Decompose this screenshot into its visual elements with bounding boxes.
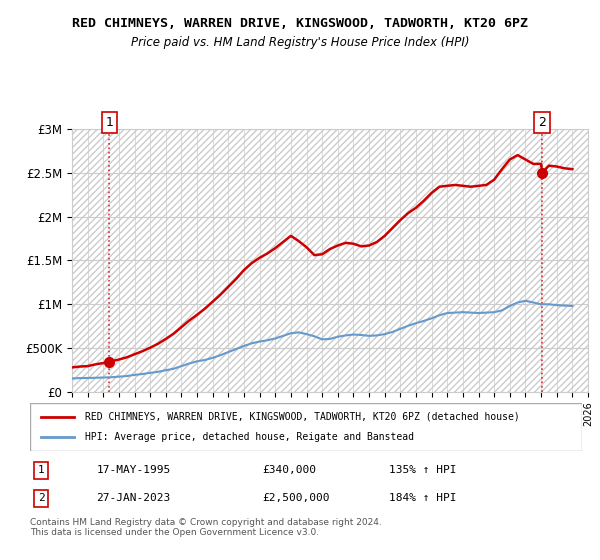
Text: RED CHIMNEYS, WARREN DRIVE, KINGSWOOD, TADWORTH, KT20 6PZ: RED CHIMNEYS, WARREN DRIVE, KINGSWOOD, T…	[72, 17, 528, 30]
Text: 2: 2	[38, 493, 44, 503]
Text: Price paid vs. HM Land Registry's House Price Index (HPI): Price paid vs. HM Land Registry's House …	[131, 36, 469, 49]
Text: £340,000: £340,000	[262, 465, 316, 475]
Text: 1: 1	[105, 116, 113, 129]
Text: Contains HM Land Registry data © Crown copyright and database right 2024.
This d: Contains HM Land Registry data © Crown c…	[30, 518, 382, 538]
Text: 27-JAN-2023: 27-JAN-2023	[96, 493, 170, 503]
FancyBboxPatch shape	[30, 403, 582, 451]
Text: £2,500,000: £2,500,000	[262, 493, 329, 503]
Text: 184% ↑ HPI: 184% ↑ HPI	[389, 493, 457, 503]
Text: HPI: Average price, detached house, Reigate and Banstead: HPI: Average price, detached house, Reig…	[85, 432, 414, 442]
Text: 135% ↑ HPI: 135% ↑ HPI	[389, 465, 457, 475]
Text: 2: 2	[538, 116, 546, 129]
Text: 1: 1	[38, 465, 44, 475]
Text: RED CHIMNEYS, WARREN DRIVE, KINGSWOOD, TADWORTH, KT20 6PZ (detached house): RED CHIMNEYS, WARREN DRIVE, KINGSWOOD, T…	[85, 412, 520, 422]
Text: 17-MAY-1995: 17-MAY-1995	[96, 465, 170, 475]
